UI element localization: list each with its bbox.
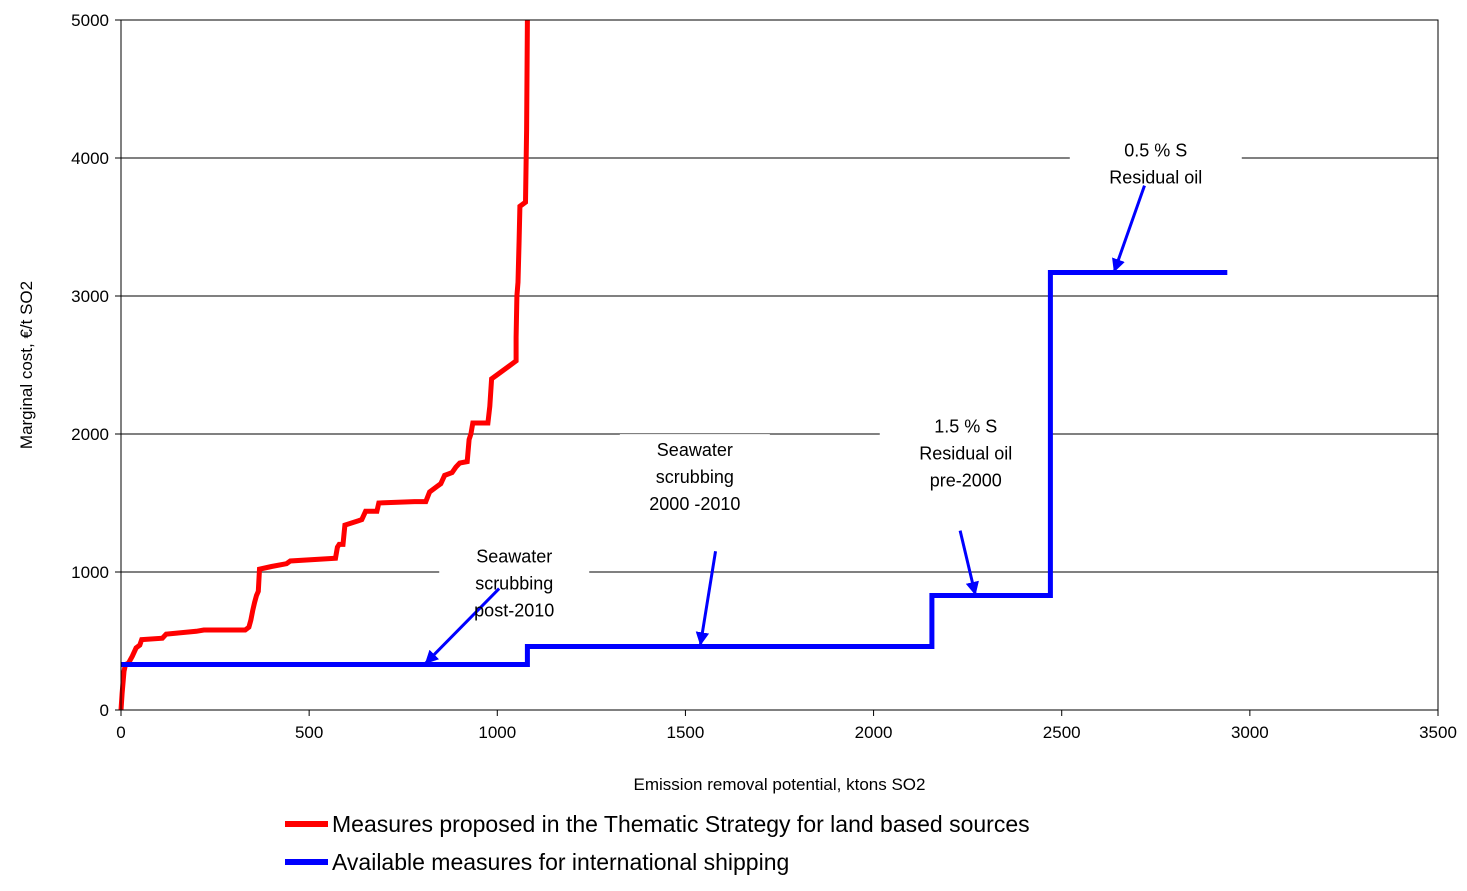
y-tick-label-4000: 4000: [71, 149, 109, 168]
y-tick-label-5000: 5000: [71, 11, 109, 30]
x-tick-label-500: 500: [295, 723, 323, 742]
annotation-text-3-1: Residual oil: [1109, 168, 1202, 188]
axes: [120, 19, 1439, 711]
annotation-arrow-3: [1112, 185, 1146, 273]
legend-label-land-based: Measures proposed in the Thematic Strate…: [332, 811, 1030, 837]
annotation-bg-3: [1069, 134, 1242, 199]
x-tick-label-0: 0: [116, 723, 125, 742]
annotation-arrow-0: [424, 587, 501, 665]
x-axis-title: Emission removal potential, ktons SO2: [634, 775, 926, 794]
annotation-backgrounds: [439, 134, 1242, 632]
x-tick-label-1500: 1500: [667, 723, 705, 742]
annotation-text-2-0: 1.5 % S: [934, 417, 997, 437]
series-shipping-line: [121, 270, 1228, 667]
legend: Measures proposed in the Thematic Strate…: [285, 811, 1030, 875]
axis-ticks: 0 1000 2000 3000 4000 5000 0 500 1000 1500 2000 250…: [71, 11, 1457, 742]
annotation-labels: Seawater scrubbing post-2010 Seawater scrub…: [474, 141, 1202, 621]
annotation-text-3-0: 0.5 % S: [1124, 141, 1187, 161]
annotation-arrow-1: [695, 551, 718, 646]
x-tick-label-2000: 2000: [855, 723, 893, 742]
gridlines: [121, 157, 1438, 573]
y-tick-label-3000: 3000: [71, 287, 109, 306]
legend-label-shipping: Available measures for international shi…: [332, 849, 789, 875]
x-tick-label-3500: 3500: [1419, 723, 1457, 742]
annotation-text-0-0: Seawater: [476, 546, 552, 566]
annotation-text-1-1: scrubbing: [656, 467, 734, 487]
y-tick-label-1000: 1000: [71, 563, 109, 582]
plot-area-frame: [120, 19, 1439, 711]
annotation-text-1-2: 2000 -2010: [649, 494, 740, 514]
annotation-text-0-2: post-2010: [474, 600, 554, 620]
annotation-text-2-1: Residual oil: [919, 444, 1012, 464]
y-axis-title: Marginal cost, €/t SO2: [17, 281, 36, 449]
annotation-text-0-1: scrubbing: [475, 573, 553, 593]
legend-entry-shipping: Available measures for international shi…: [285, 849, 789, 875]
x-tick-label-1000: 1000: [478, 723, 516, 742]
y-tick-label-2000: 2000: [71, 425, 109, 444]
series-land-based-line: [118, 19, 530, 711]
annotation-bg-0: [439, 540, 590, 632]
x-tick-label-2500: 2500: [1043, 723, 1081, 742]
annotation-arrow-2: [958, 530, 979, 596]
annotation-bg-2: [879, 410, 1052, 502]
series-lines: [118, 19, 1228, 711]
annotation-arrows: [424, 185, 1146, 665]
y-tick-label-0: 0: [100, 701, 109, 720]
annotation-text-1-0: Seawater: [657, 440, 733, 460]
x-tick-label-3000: 3000: [1231, 723, 1269, 742]
legend-entry-land-based: Measures proposed in the Thematic Strate…: [285, 811, 1030, 837]
annotation-text-2-2: pre-2000: [930, 471, 1002, 491]
annotation-bg-1: [619, 434, 770, 526]
